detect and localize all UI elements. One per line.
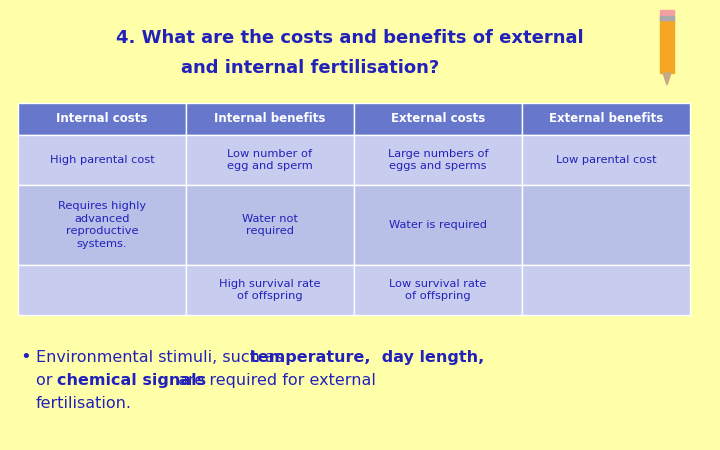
Text: •: • xyxy=(20,348,31,366)
Bar xyxy=(522,103,690,135)
Bar xyxy=(522,185,690,265)
Bar xyxy=(186,135,354,185)
Bar xyxy=(186,265,354,315)
Bar xyxy=(660,16,674,20)
Bar xyxy=(18,185,186,265)
Text: and internal fertilisation?: and internal fertilisation? xyxy=(181,59,439,77)
Text: External benefits: External benefits xyxy=(549,112,663,126)
Bar xyxy=(522,265,690,315)
Text: Requires highly
advanced
reproductive
systems.: Requires highly advanced reproductive sy… xyxy=(58,202,146,248)
Bar xyxy=(660,10,674,20)
Text: Water not
required: Water not required xyxy=(242,214,298,236)
Bar xyxy=(186,185,354,265)
Polygon shape xyxy=(663,73,671,85)
Text: or: or xyxy=(36,373,58,388)
Text: Low survival rate
of offspring: Low survival rate of offspring xyxy=(390,279,487,301)
Bar xyxy=(186,103,354,135)
Text: Internal costs: Internal costs xyxy=(56,112,148,126)
Text: 4. What are the costs and benefits of external: 4. What are the costs and benefits of ex… xyxy=(116,29,584,47)
Text: Low parental cost: Low parental cost xyxy=(556,155,657,165)
Text: High parental cost: High parental cost xyxy=(50,155,154,165)
Text: fertilisation.: fertilisation. xyxy=(36,396,132,411)
Text: temperature,  day length,: temperature, day length, xyxy=(250,350,484,365)
Text: Low number of
egg and sperm: Low number of egg and sperm xyxy=(227,149,313,171)
Bar xyxy=(354,185,522,265)
Bar xyxy=(18,265,186,315)
Text: Internal benefits: Internal benefits xyxy=(215,112,325,126)
Bar xyxy=(354,265,522,315)
Text: External costs: External costs xyxy=(391,112,485,126)
Text: High survival rate
of offspring: High survival rate of offspring xyxy=(220,279,320,301)
Bar xyxy=(18,103,186,135)
Bar xyxy=(354,135,522,185)
Text: chemical signals: chemical signals xyxy=(57,373,206,388)
Text: Water is required: Water is required xyxy=(389,220,487,230)
Text: Environmental stimuli, such as: Environmental stimuli, such as xyxy=(36,350,288,365)
Bar xyxy=(354,103,522,135)
Bar xyxy=(660,18,674,73)
Bar xyxy=(522,135,690,185)
Bar xyxy=(18,135,186,185)
Text: Large numbers of
eggs and sperms: Large numbers of eggs and sperms xyxy=(387,149,488,171)
Text: are required for external: are required for external xyxy=(173,373,376,388)
